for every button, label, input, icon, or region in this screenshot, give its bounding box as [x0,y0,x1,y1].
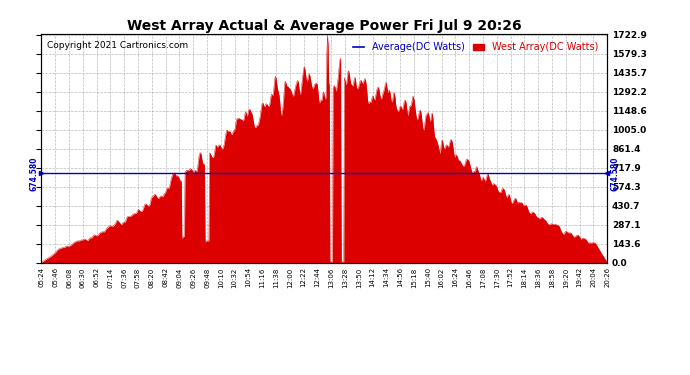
Text: 674.580: 674.580 [610,156,619,190]
Title: West Array Actual & Average Power Fri Jul 9 20:26: West Array Actual & Average Power Fri Ju… [127,19,522,33]
Text: Copyright 2021 Cartronics.com: Copyright 2021 Cartronics.com [47,40,188,50]
Text: 674.580: 674.580 [30,156,39,190]
Legend: Average(DC Watts), West Array(DC Watts): Average(DC Watts), West Array(DC Watts) [348,39,602,56]
